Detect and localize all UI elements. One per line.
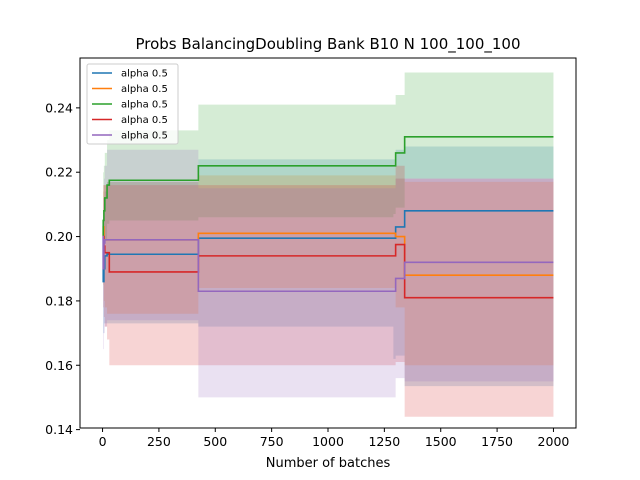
series-lines xyxy=(102,136,554,299)
legend-entry: alpha 0.5 xyxy=(121,69,168,80)
x-axis-label: Number of batches xyxy=(266,456,391,471)
x-tick-label: 750 xyxy=(260,434,284,449)
x-tick-label: 500 xyxy=(203,434,227,449)
y-tick-label: 0.14 xyxy=(45,422,73,437)
chart-title: Probs BalancingDoubling Bank B10 N 100_1… xyxy=(135,35,520,54)
x-tick-label: 250 xyxy=(147,434,171,449)
y-tick-label: 0.24 xyxy=(45,100,73,115)
legend-entry: alpha 0.5 xyxy=(121,84,168,95)
legend-entry: alpha 0.5 xyxy=(121,115,168,126)
legend-box xyxy=(86,63,179,145)
x-tick-label: 1250 xyxy=(368,434,400,449)
y-tick-label: 0.22 xyxy=(45,165,73,180)
y-tick-label: 0.16 xyxy=(45,358,73,373)
legend-entry: alpha 0.5 xyxy=(121,100,168,111)
x-tick-label: 1750 xyxy=(481,434,513,449)
x-tick-label: 0 xyxy=(99,434,107,449)
series-3-band xyxy=(102,72,554,250)
x-tick-label: 2000 xyxy=(538,434,570,449)
y-tick-label: 0.18 xyxy=(45,293,73,308)
series-5-band xyxy=(102,149,554,398)
legend: alpha 0.5 alpha 0.5 alpha 0.5 alpha 0.5 alph… xyxy=(86,63,179,145)
series-1-band xyxy=(102,146,554,387)
series-3-line xyxy=(102,136,554,238)
y-tick-label: 0.20 xyxy=(45,229,73,244)
x-tick-label: 1000 xyxy=(312,434,344,449)
y-axis: 0.14 0.16 0.18 0.20 0.22 0.24 xyxy=(45,100,80,437)
series-1-line xyxy=(102,210,554,283)
x-tick-label: 1500 xyxy=(425,434,457,449)
legend-entry: alpha 0.5 xyxy=(121,131,168,142)
x-axis: 0 250 500 750 1000 1250 1500 1750 2000 xyxy=(99,428,570,449)
series-5-line xyxy=(102,235,554,293)
series-2-band xyxy=(102,175,554,366)
